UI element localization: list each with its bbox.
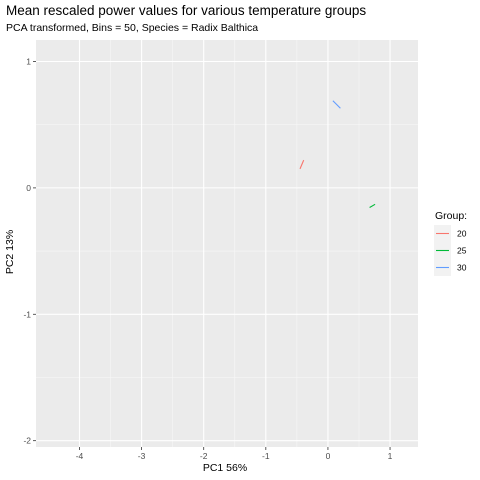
legend-label-20: 20 [457,229,467,239]
chart-title: Mean rescaled power values for various t… [6,3,366,18]
chart-subtitle: PCA transformed, Bins = 50, Species = Ra… [6,22,258,34]
x-tick-label: 1 [388,451,393,461]
y-axis-title: PC2 13% [4,230,16,274]
x-axis-ticks: -4 -3 -2 -1 0 1 [76,447,393,461]
y-tick-label: -1 [23,309,31,319]
legend-title: Group: [435,210,467,222]
y-tick-label: -2 [23,436,31,446]
grid-lines [36,40,418,447]
x-tick-label: -2 [200,451,208,461]
series-line-25 [369,203,376,208]
legend: Group: 20 25 30 [434,210,467,276]
y-tick-label: 0 [26,183,31,193]
series-line-20 [299,159,305,170]
x-axis-title: PC1 56% [203,462,247,474]
x-tick-label: -4 [76,451,84,461]
plot-panel [36,40,418,447]
legend-label-25: 25 [457,246,467,256]
series-line-30 [332,100,341,109]
data-lines [299,100,376,208]
y-axis-ticks: -2 -1 0 1 [23,56,36,446]
legend-label-30: 30 [457,263,467,273]
y-tick-label: 1 [26,56,31,66]
x-tick-label: -1 [262,451,270,461]
x-tick-label: 0 [326,451,331,461]
x-tick-label: -3 [138,451,146,461]
